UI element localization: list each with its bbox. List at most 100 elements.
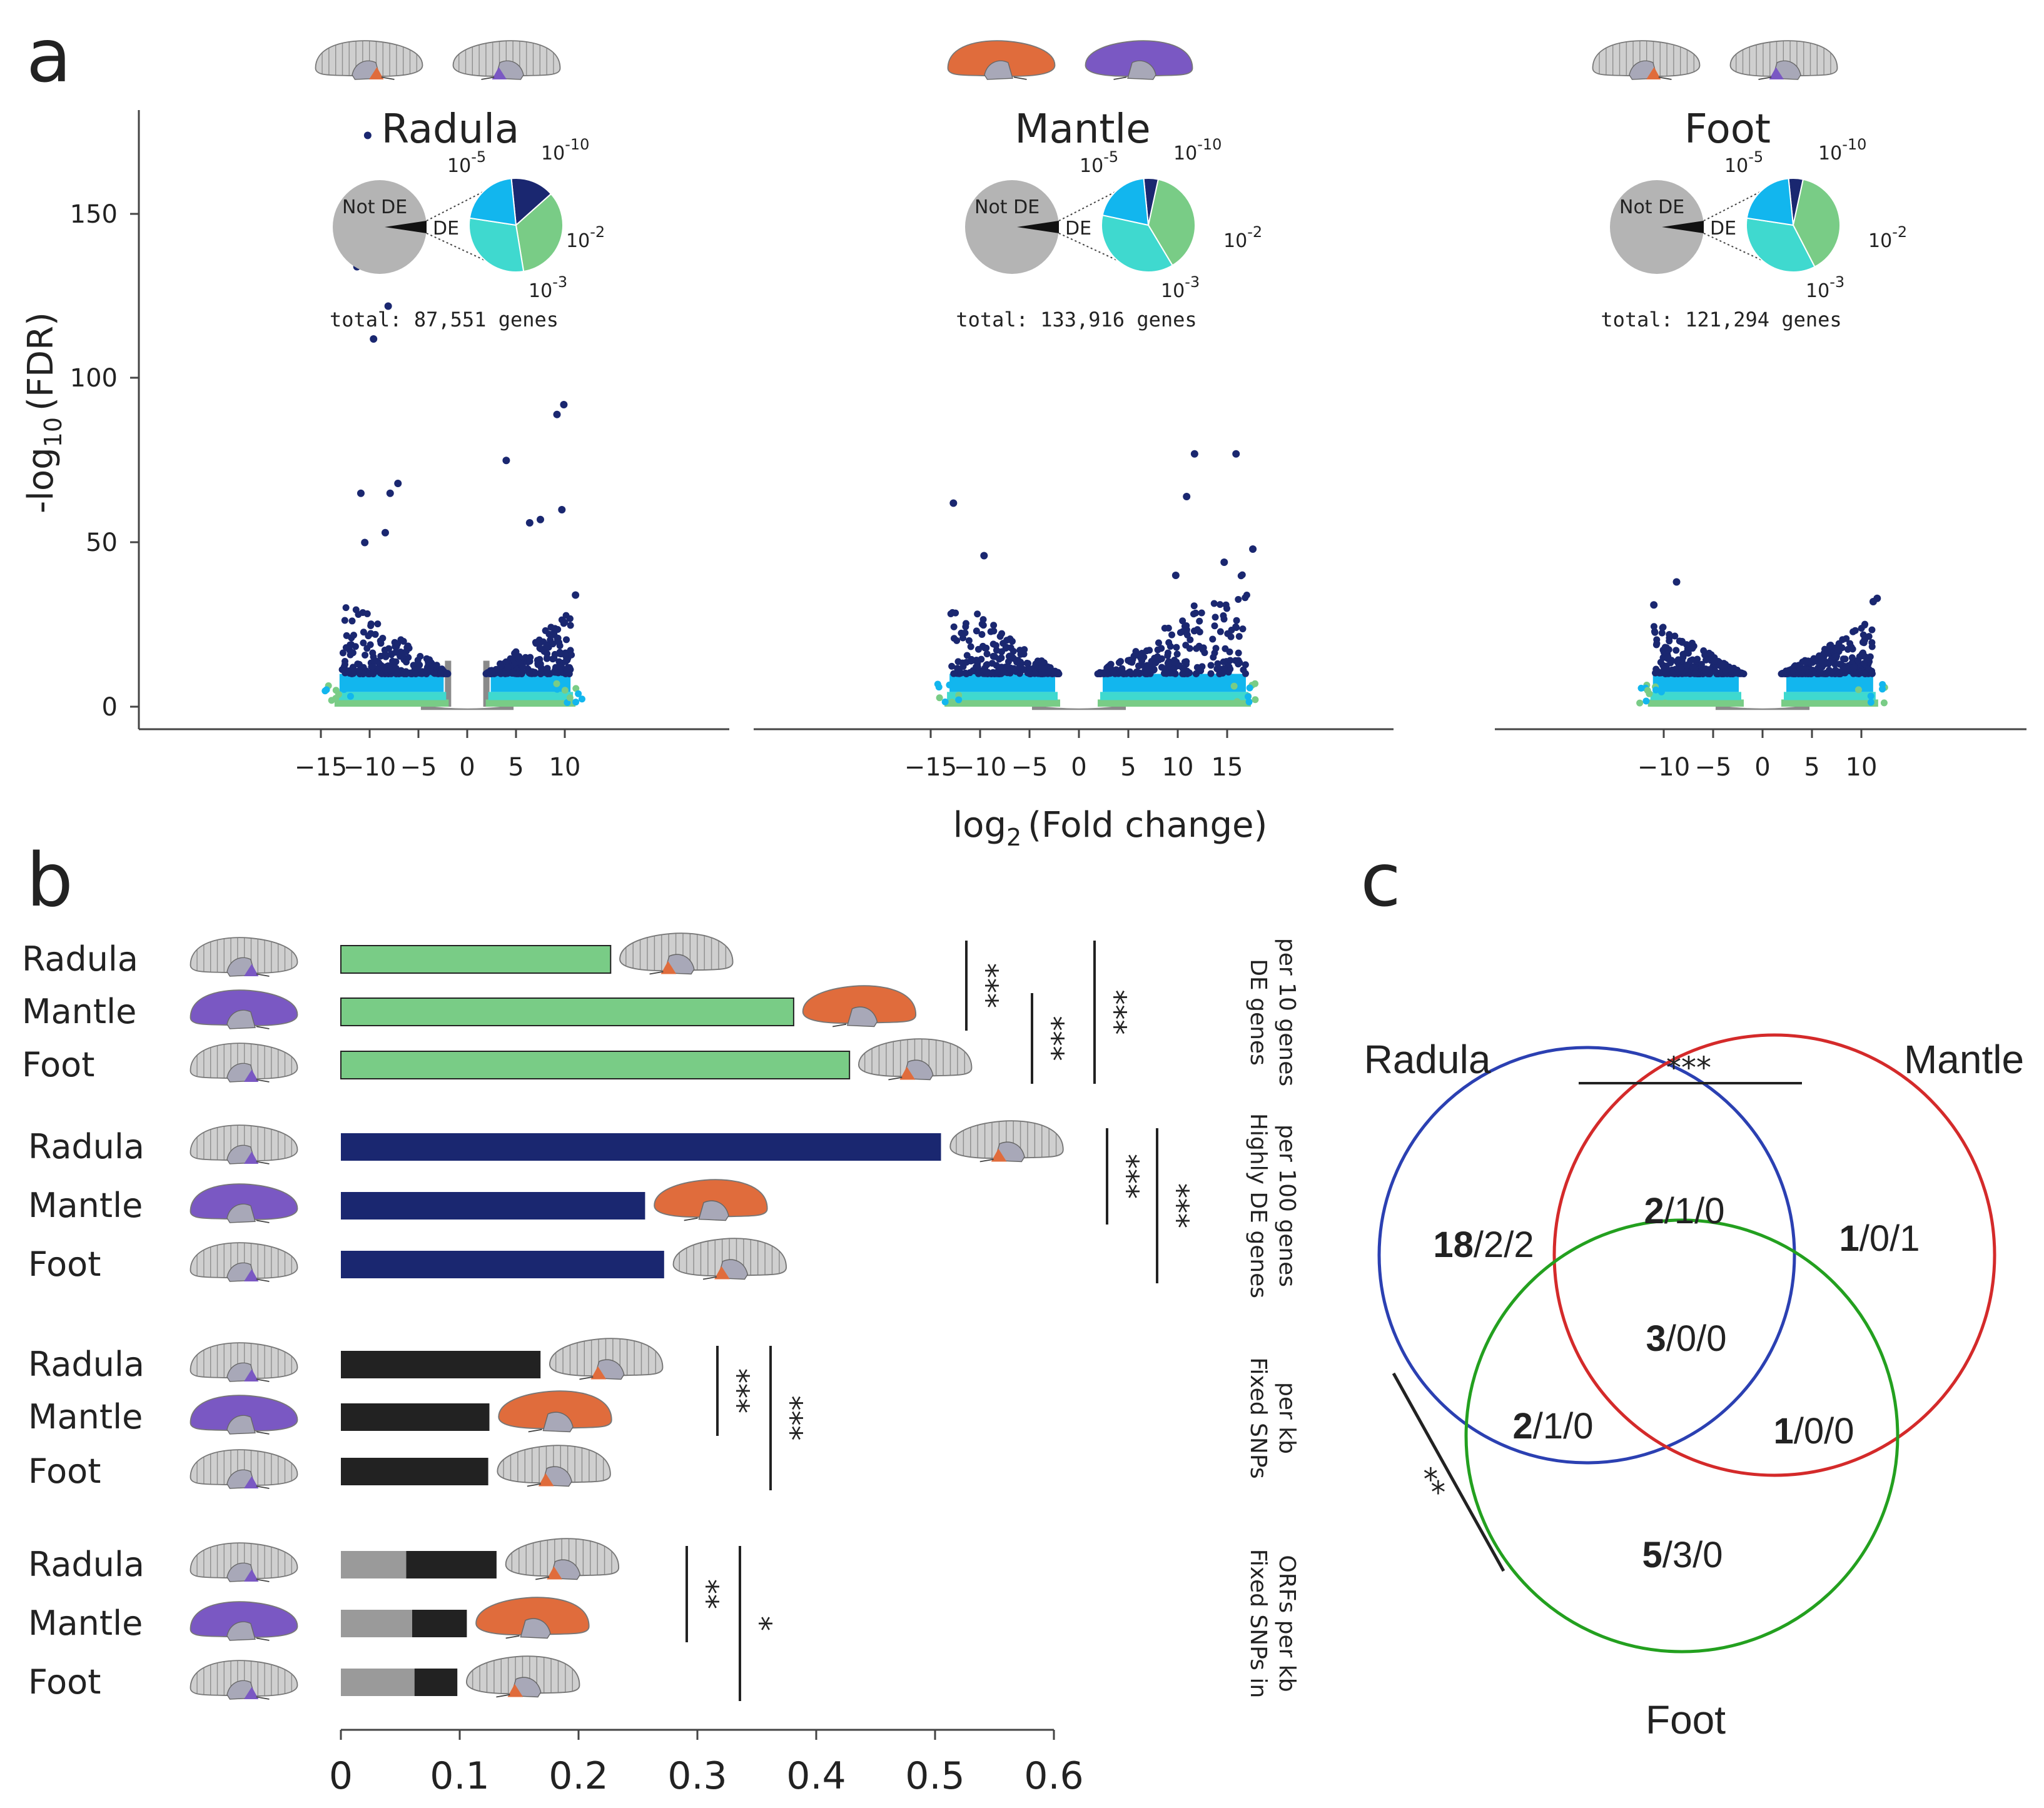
edge-point xyxy=(1636,699,1644,707)
de-point xyxy=(565,670,573,677)
pie-title: Foot xyxy=(1684,106,1771,153)
de-point xyxy=(967,643,974,650)
de-point xyxy=(1235,595,1242,603)
snail-icon xyxy=(190,1043,298,1083)
de-point xyxy=(1207,662,1215,669)
edge-point xyxy=(572,699,580,706)
pie-not-de-label: Not DE xyxy=(1619,196,1684,218)
venn-label-foot: Foot xyxy=(1646,1697,1726,1742)
de-point xyxy=(556,662,564,670)
de-point xyxy=(1126,668,1134,675)
de-point xyxy=(1175,662,1183,669)
de-point xyxy=(1152,659,1160,667)
bar-group-4: Radula Mantle Foot Fixed SNPs in ORFs per kb… xyxy=(28,1538,1300,1702)
bar-part xyxy=(341,1669,415,1696)
bar-x-tick-label: 0.5 xyxy=(905,1754,964,1798)
outlier-point xyxy=(363,131,372,139)
de-point xyxy=(1682,650,1689,657)
de-point xyxy=(961,629,969,637)
de-point xyxy=(1868,626,1876,634)
de-point xyxy=(1805,669,1813,677)
pie-title: Mantle xyxy=(1014,106,1150,153)
de-point xyxy=(1239,625,1247,633)
de-point xyxy=(365,670,372,677)
de-point xyxy=(1190,602,1198,610)
de-point xyxy=(1651,629,1659,636)
de-point xyxy=(1193,626,1201,634)
de-point xyxy=(1210,600,1218,607)
de-point xyxy=(412,670,420,677)
de-point xyxy=(373,657,380,665)
de-point xyxy=(341,660,348,668)
de-point xyxy=(1227,633,1235,640)
pie-inset-foot: Foot Not DE DE 10-5 10-10 10-2 10-3 total: 121,… xyxy=(1592,40,1907,331)
de-point xyxy=(1666,637,1673,645)
pie-not-de-label: Not DE xyxy=(974,196,1040,218)
pie-not-de xyxy=(333,180,427,274)
pie-de-wedge xyxy=(1662,221,1704,233)
volcano-not-de-cloud xyxy=(1715,705,1810,710)
bar-group-title-line: Fixed SNPs xyxy=(1245,1357,1271,1478)
snail-icon xyxy=(654,1179,768,1221)
sig-label: *** xyxy=(1160,1183,1195,1228)
de-point xyxy=(1861,636,1868,644)
bar xyxy=(341,1458,488,1485)
snail-icon xyxy=(1592,40,1701,80)
snail-icon xyxy=(190,1124,298,1164)
de-point xyxy=(1672,647,1680,654)
de-point xyxy=(557,650,565,658)
de-point xyxy=(1657,659,1664,666)
de-point xyxy=(1242,661,1249,669)
de-point xyxy=(515,653,523,660)
x-tick-label: 5 xyxy=(508,753,524,782)
sig-label: *** xyxy=(1035,1016,1070,1061)
bar-group-title-line: Fixed SNPs in xyxy=(1245,1549,1271,1699)
de-point xyxy=(369,662,377,670)
pie-de-wedge xyxy=(385,221,427,233)
pie-slice-skyblue xyxy=(468,178,517,226)
de-point xyxy=(557,669,564,676)
de-point xyxy=(1220,658,1227,665)
de-point xyxy=(1669,670,1676,677)
edge-point xyxy=(1642,697,1650,705)
de-point xyxy=(1671,632,1679,640)
de-point xyxy=(1235,633,1243,640)
svg-text:100: 100 xyxy=(70,364,118,393)
bar-group-title: Highly DE genes per 100 genes xyxy=(1245,1113,1300,1298)
de-point xyxy=(1002,644,1009,652)
de-point xyxy=(1811,668,1818,675)
de-point xyxy=(1183,631,1191,639)
sig-label: *** xyxy=(773,1396,808,1441)
pie-label-1e-2: 10-2 xyxy=(1868,223,1907,252)
de-point xyxy=(1016,663,1023,670)
bar-group-title: Fixed SNPs in ORFs per kb xyxy=(1245,1549,1300,1699)
outlier-point xyxy=(1232,450,1240,458)
venn-radula-foot: 2/1/0 xyxy=(1512,1406,1593,1447)
de-point xyxy=(1708,651,1715,659)
de-point xyxy=(1211,622,1218,630)
y-tick-50: 50 xyxy=(86,528,139,557)
x-tick-label: −15 xyxy=(904,753,957,782)
de-point xyxy=(382,653,390,660)
volcano-de-points xyxy=(321,604,585,706)
de-point xyxy=(1023,659,1031,667)
panel-c-letter: c xyxy=(1360,837,1401,923)
panel-b-letter: b xyxy=(26,837,73,923)
pie-label-1e-3: 10-3 xyxy=(1806,273,1844,302)
snail-icon xyxy=(672,1238,787,1280)
bar-row-label: Radula xyxy=(28,1345,144,1384)
de-point xyxy=(519,663,527,670)
bar-row-label: Mantle xyxy=(28,1397,143,1437)
de-point xyxy=(1196,617,1203,625)
de-point xyxy=(969,657,976,664)
edge-point xyxy=(1238,684,1246,691)
y-axis-title: -log10(FDR) xyxy=(21,312,67,513)
edge-point xyxy=(566,694,574,702)
outlier-point xyxy=(1183,493,1191,500)
de-point xyxy=(1828,669,1835,676)
de-point xyxy=(1839,665,1847,673)
de-point xyxy=(1094,670,1101,677)
bar-x-tick-label: 0.4 xyxy=(786,1754,846,1798)
volcano-radula: −15−10 −5 0 5 10 xyxy=(139,131,729,782)
de-point xyxy=(1242,670,1249,677)
